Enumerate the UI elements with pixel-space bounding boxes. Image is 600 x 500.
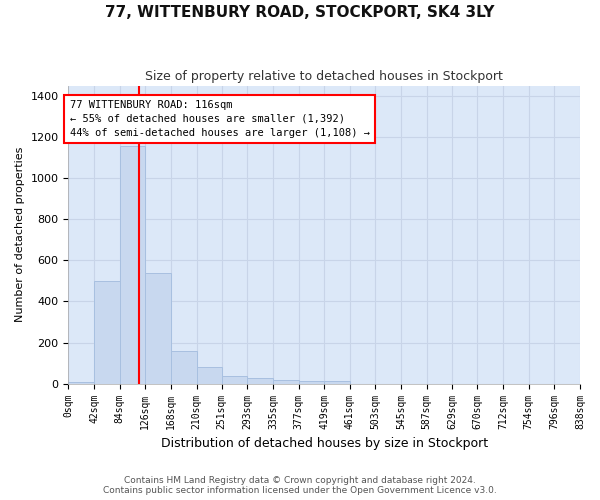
- Bar: [221, 376, 247, 384]
- Title: Size of property relative to detached houses in Stockport: Size of property relative to detached ho…: [145, 70, 503, 83]
- Y-axis label: Number of detached properties: Number of detached properties: [15, 147, 25, 322]
- Text: 77 WITTENBURY ROAD: 116sqm
← 55% of detached houses are smaller (1,392)
44% of s: 77 WITTENBURY ROAD: 116sqm ← 55% of deta…: [70, 100, 370, 138]
- X-axis label: Distribution of detached houses by size in Stockport: Distribution of detached houses by size …: [161, 437, 488, 450]
- Bar: [171, 351, 197, 384]
- Bar: [94, 281, 119, 384]
- Text: Contains HM Land Registry data © Crown copyright and database right 2024.
Contai: Contains HM Land Registry data © Crown c…: [103, 476, 497, 495]
- Bar: [68, 382, 94, 384]
- Bar: [119, 146, 145, 384]
- Bar: [273, 380, 299, 384]
- Bar: [324, 381, 350, 384]
- Bar: [145, 272, 171, 384]
- Text: 77, WITTENBURY ROAD, STOCKPORT, SK4 3LY: 77, WITTENBURY ROAD, STOCKPORT, SK4 3LY: [105, 5, 495, 20]
- Bar: [197, 367, 221, 384]
- Bar: [299, 381, 324, 384]
- Bar: [247, 378, 273, 384]
